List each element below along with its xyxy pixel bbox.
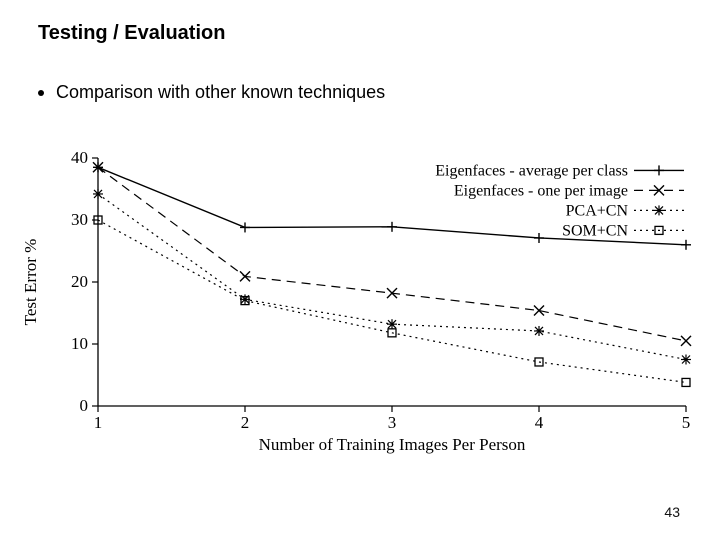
svg-text:2: 2 [241,413,250,432]
svg-text:20: 20 [71,272,88,291]
bullet-row: Comparison with other known techniques [38,82,385,103]
line-chart: 0 10 20 30 40 1 2 3 4 5 Test Error % Number of Trai… [20,140,700,460]
svg-text:PCA+CN: PCA+CN [566,202,629,219]
svg-text:1: 1 [94,413,103,432]
svg-text:5: 5 [682,413,691,432]
svg-text:Number of Training Images Per: Number of Training Images Per Person [259,435,526,454]
svg-text:40: 40 [71,148,88,167]
svg-text:0: 0 [80,396,89,415]
svg-text:10: 10 [71,334,88,353]
slide: Testing / Evaluation Comparison with oth… [0,0,720,540]
bullet-dot-icon [38,90,44,96]
svg-text:3: 3 [388,413,397,432]
svg-text:4: 4 [535,413,544,432]
page-number: 43 [664,504,680,520]
svg-text:SOM+CN: SOM+CN [562,222,628,239]
svg-text:Test Error %: Test Error % [21,239,40,326]
slide-title: Testing / Evaluation [38,22,225,45]
svg-text:Eigenfaces - one per image: Eigenfaces - one per image [454,182,628,199]
chart-container: 0 10 20 30 40 1 2 3 4 5 Test Error % Number of Trai… [20,140,700,460]
svg-text:Eigenfaces - average per class: Eigenfaces - average per class [435,162,628,179]
svg-text:30: 30 [71,210,88,229]
bullet-text: Comparison with other known techniques [56,82,385,103]
